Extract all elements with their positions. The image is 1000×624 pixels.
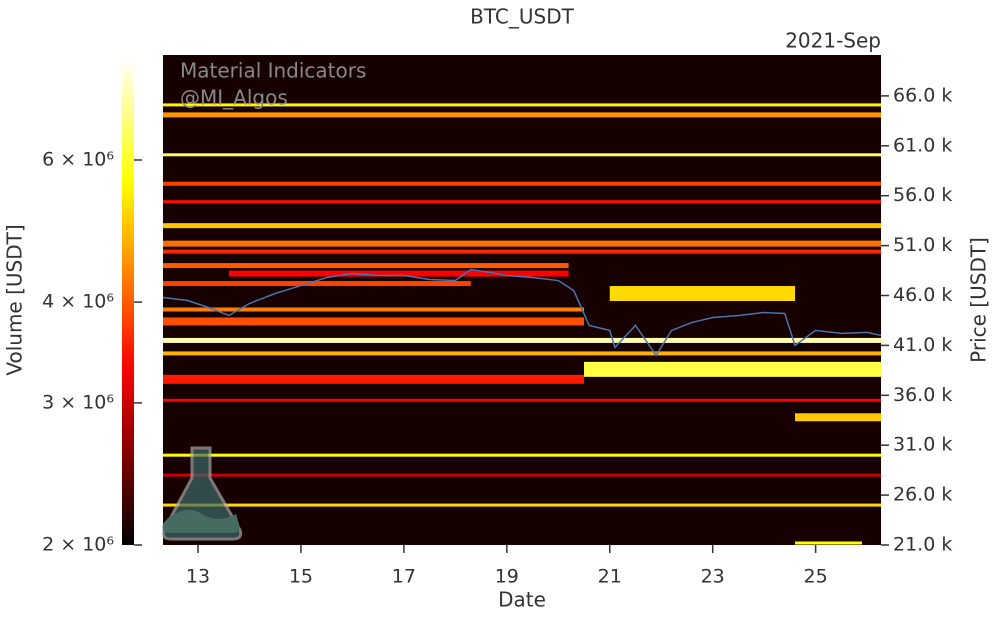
liquidity-band [584, 361, 881, 377]
liquidity-band [609, 286, 796, 301]
liquidity-band [163, 263, 569, 269]
liquidity-band [163, 317, 585, 326]
liquidity-band [163, 351, 881, 356]
colorbar-tick-label: 3 × 10⁶ [42, 391, 114, 413]
liquidity-band [163, 200, 881, 204]
liquidity-band [163, 374, 585, 384]
liquidity-band [163, 181, 881, 186]
chart-title: BTC_USDT [470, 5, 574, 29]
y-tick-label: 46.0 k [893, 284, 952, 306]
marks [162, 268, 882, 357]
liquidity-band [163, 398, 881, 402]
heatmap [163, 103, 881, 545]
colorbar-tick-label: 6 × 10⁶ [42, 148, 114, 170]
y-tick-label: 26.0 k [893, 484, 952, 506]
liquidity-band [163, 337, 881, 343]
liquidity-band [228, 270, 569, 277]
liquidity-band [795, 541, 862, 545]
liquidity-band [163, 223, 881, 229]
liquidity-band [163, 453, 881, 457]
colorbar-tick-label: 2 × 10⁶ [42, 534, 114, 556]
y-axis-label: Price [USDT] [967, 237, 991, 363]
x-axis-label: Date [498, 588, 546, 612]
liquidity-band [163, 240, 881, 247]
liquidity-band [163, 112, 881, 118]
watermark: @MI_Algos [180, 86, 288, 110]
liquidity-band [163, 307, 585, 312]
x-tick-label: 23 [701, 566, 725, 588]
y-tick-label: 31.0 k [893, 434, 952, 456]
watermark: Material Indicators [180, 59, 366, 83]
y-tick-label: 56.0 k [893, 184, 952, 206]
x-tick-label: 15 [289, 566, 313, 588]
liquidity-band [163, 281, 471, 287]
x-tick-label: 13 [186, 566, 210, 588]
liquidity-band [163, 103, 881, 107]
y-tick-label: 61.0 k [893, 134, 952, 156]
liquidity-band [163, 153, 881, 157]
y-tick-label: 51.0 k [893, 234, 952, 256]
logo [161, 446, 243, 541]
liquidity-band [163, 249, 881, 254]
liquidity-band [163, 473, 881, 477]
colorbar-label: Volume [USDT] [3, 224, 27, 375]
offset-label: 2021-Sep [785, 29, 881, 53]
x-tick-label: 25 [804, 566, 828, 588]
colorbar [122, 57, 134, 545]
x-tick-label: 19 [495, 566, 519, 588]
y-tick-label: 21.0 k [893, 534, 952, 556]
y-tick-label: 41.0 k [893, 334, 952, 356]
colorbar-tick-label: 4 × 10⁶ [42, 291, 114, 313]
liquidity-band [163, 503, 881, 507]
price-line [162, 268, 882, 357]
y-tick-label: 66.0 k [893, 84, 952, 106]
liquidity-band [795, 413, 881, 422]
y-tick-label: 36.0 k [893, 384, 952, 406]
x-tick-label: 17 [392, 566, 416, 588]
x-tick-label: 21 [598, 566, 622, 588]
